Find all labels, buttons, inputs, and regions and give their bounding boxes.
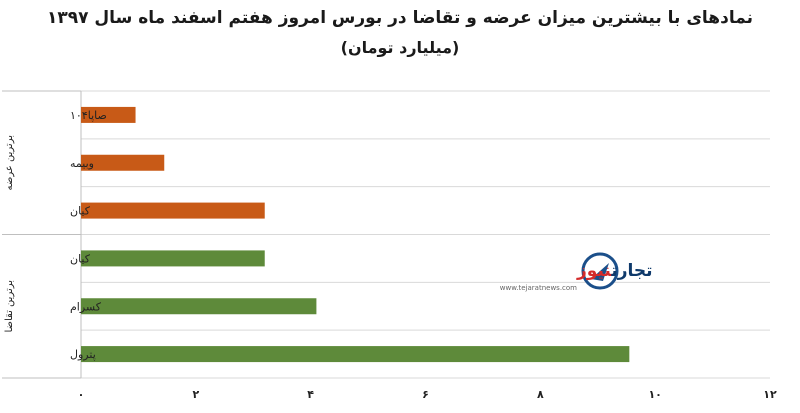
- category-label: کیان: [70, 205, 91, 218]
- x-tick-label: ۰: [78, 388, 85, 401]
- x-tick-label: ۱۰: [648, 388, 661, 401]
- logo-name-part2: نیوز: [576, 261, 612, 281]
- chart-title: نمادهای با بیشترین میزان عرضه و تقاضا در…: [47, 8, 753, 28]
- category-label: پترول: [70, 348, 96, 361]
- logo-name: تجارتنیوز: [576, 261, 653, 281]
- x-tick-label: ۴: [307, 388, 314, 401]
- group-label: برترین تقاضا: [4, 280, 15, 333]
- logo-url: www.tejaratnews.com: [500, 284, 577, 292]
- x-tick-label: ۲: [192, 388, 199, 401]
- logo-arrow-icon: [591, 263, 609, 281]
- bar: [81, 106, 136, 123]
- category-label: وبیمه: [70, 157, 94, 170]
- bar: [81, 154, 165, 171]
- category-label: کسرام: [70, 300, 102, 313]
- logo-name-part1: تجارت: [610, 261, 652, 281]
- x-tick-label: ۸: [537, 388, 544, 401]
- chart-subtitle: (میلیارد تومان): [340, 38, 460, 57]
- x-tick-label: ۱۲: [763, 388, 777, 401]
- bar: [81, 202, 265, 219]
- category-label: صاپا۱۰۴: [70, 109, 107, 122]
- bar: [81, 346, 630, 363]
- bar: [81, 250, 265, 267]
- bar: [81, 298, 317, 315]
- x-tick-label: ۶: [422, 388, 429, 401]
- category-label: کیان: [70, 252, 91, 265]
- group-label: برترین عرضه: [4, 135, 15, 191]
